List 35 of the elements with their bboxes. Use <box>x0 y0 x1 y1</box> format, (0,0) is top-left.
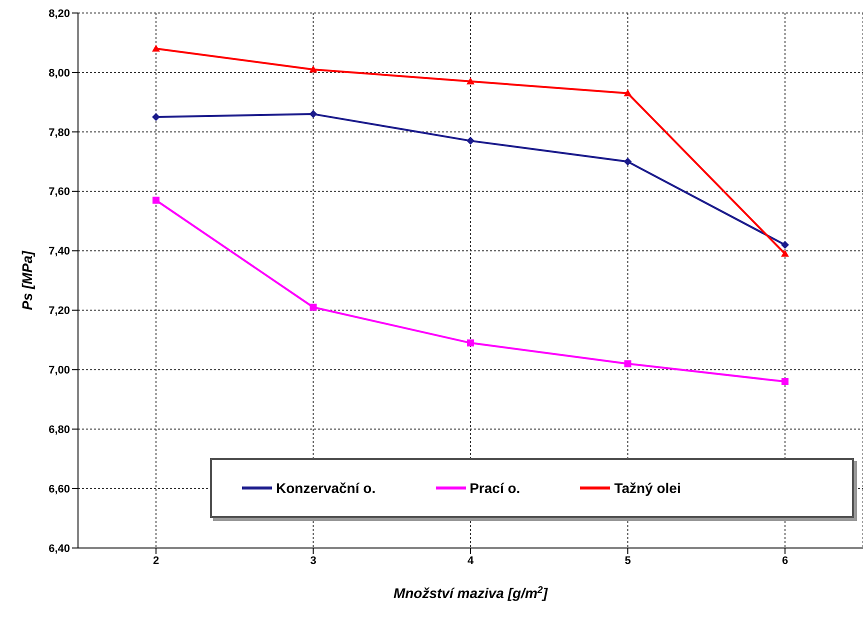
legend-label: Tažný olei <box>614 480 681 496</box>
point <box>467 339 474 346</box>
y-tick-label: 7,80 <box>48 126 70 139</box>
y-tick-label: 7,60 <box>48 186 70 198</box>
point <box>624 158 632 166</box>
point <box>781 250 789 257</box>
point <box>152 196 160 204</box>
point <box>624 360 632 368</box>
point <box>309 65 318 72</box>
point <box>466 77 474 84</box>
y-axis-title: Ps [MPa] <box>19 250 35 310</box>
x-tick-label: 4 <box>467 554 474 567</box>
point <box>624 89 632 96</box>
point <box>309 110 318 118</box>
point <box>781 240 789 249</box>
x-tick-label: 6 <box>782 554 788 567</box>
x-tick-label: 5 <box>624 554 631 567</box>
y-tick-label: 6,60 <box>48 483 70 496</box>
y-tick-label: 7,40 <box>48 246 70 258</box>
y-tick-label: 6,40 <box>48 542 70 555</box>
legend-label: Prací o. <box>470 480 520 496</box>
point <box>466 136 474 145</box>
point <box>152 44 160 52</box>
x-axis-title: Množství maziva [g/m$^{2}$] <box>393 584 549 601</box>
x-tick-label: 2 <box>152 554 160 567</box>
point <box>782 378 788 386</box>
y-tick-label: 7,00 <box>48 364 70 377</box>
y-tick-label: 8,20 <box>48 8 70 20</box>
point <box>152 113 160 122</box>
y-tick-label: 8,00 <box>48 67 70 80</box>
y-tick-label: 6,80 <box>48 424 70 436</box>
y-tick-label: 7,20 <box>48 305 70 318</box>
legend-label: Konzervační o. <box>276 480 376 496</box>
x-tick-label: 3 <box>310 554 316 567</box>
point <box>310 304 317 311</box>
